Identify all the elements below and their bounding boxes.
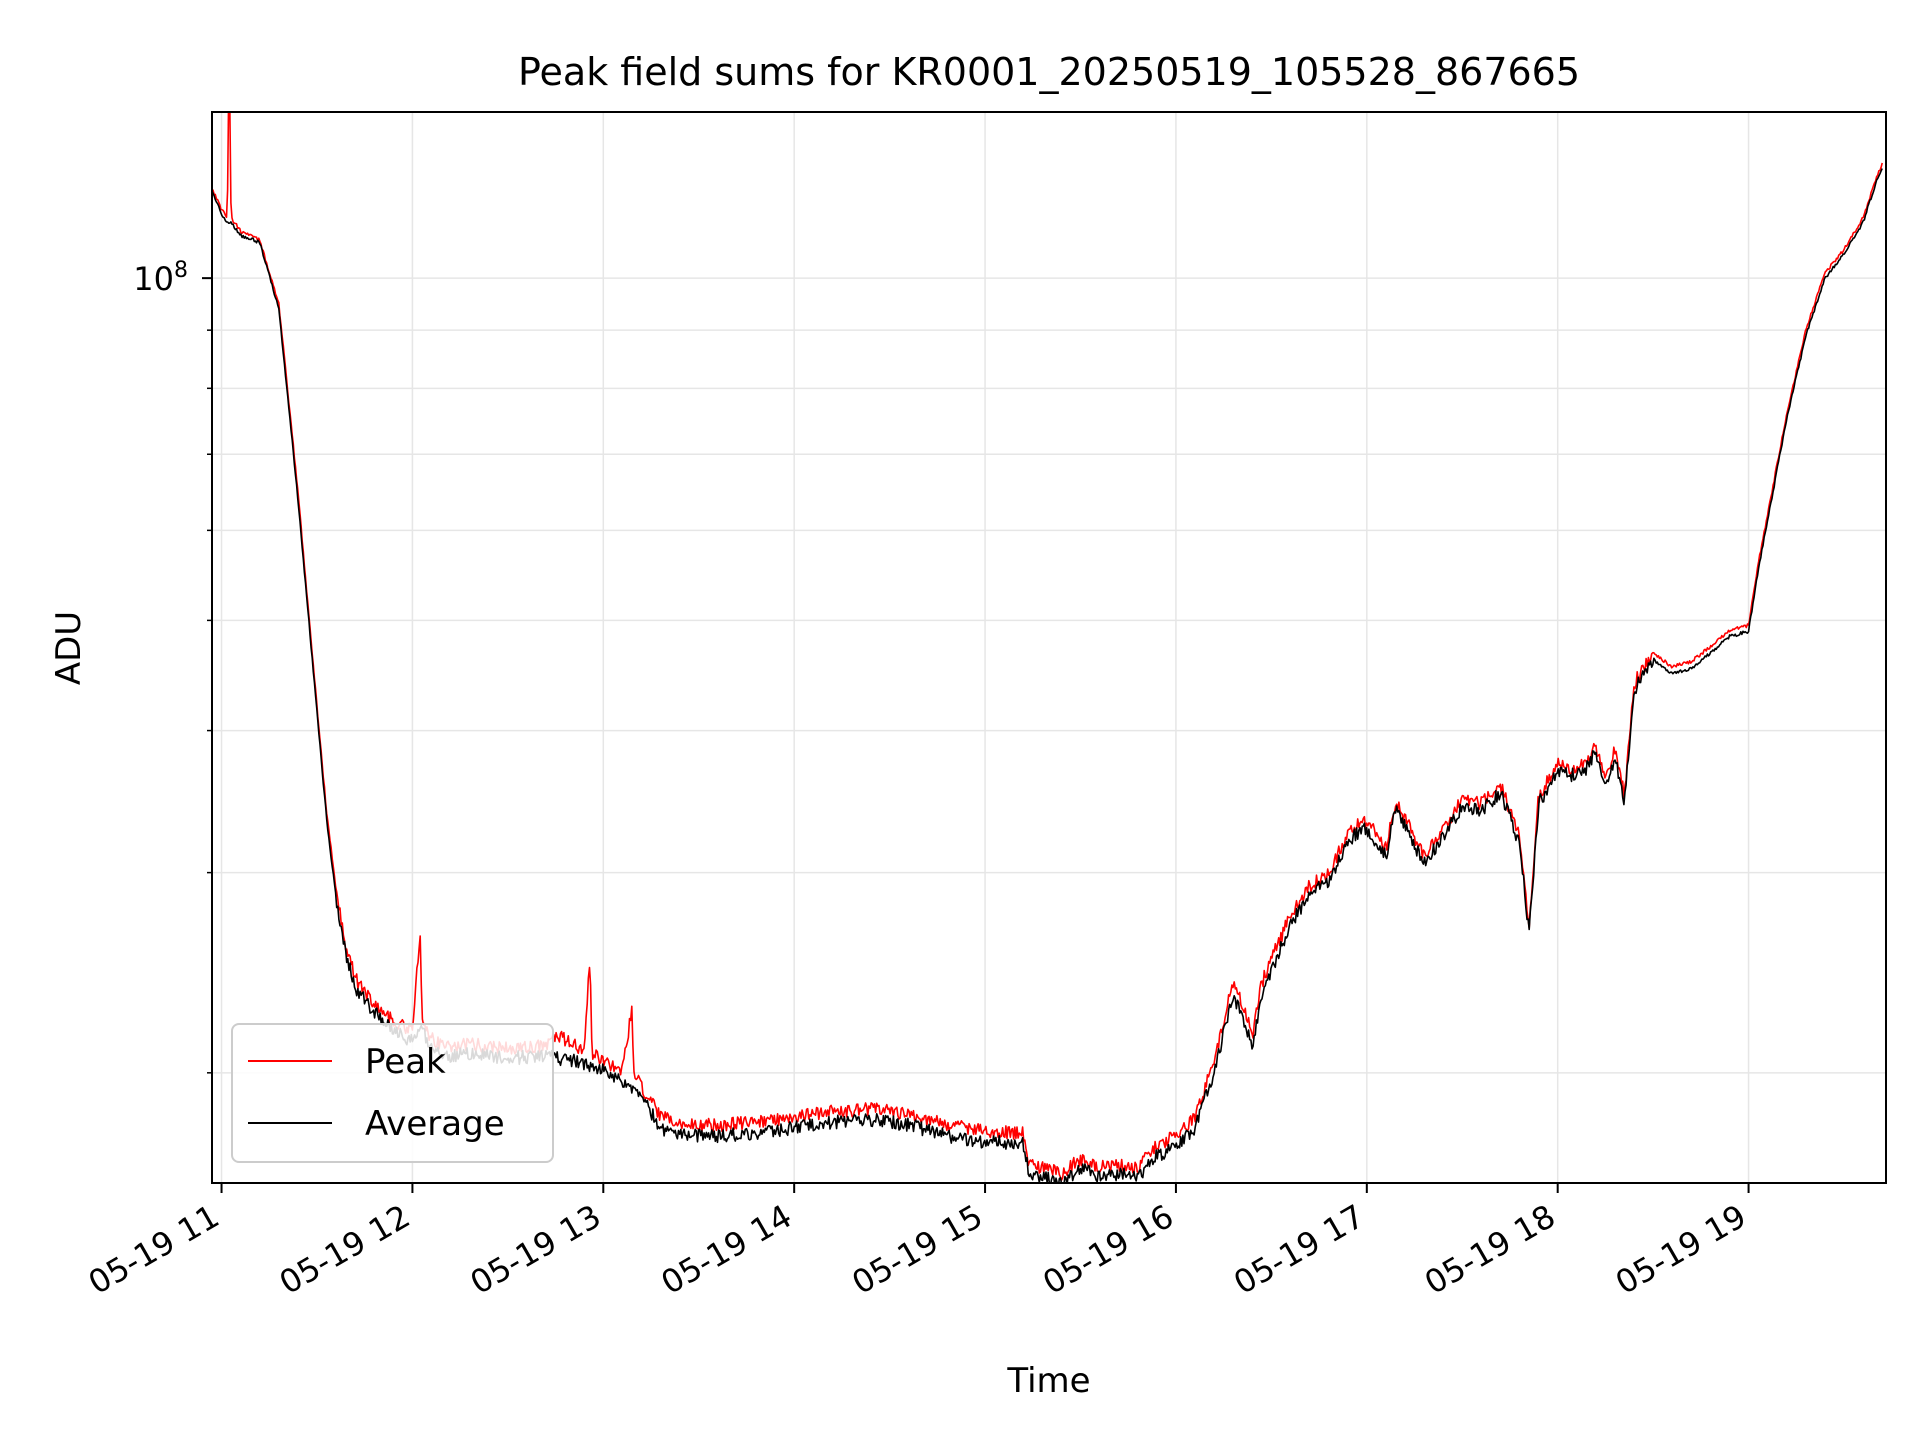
legend-label-peak: Peak bbox=[365, 1042, 446, 1082]
x-axis-label: Time bbox=[1006, 1361, 1090, 1401]
legend-label-average: Average bbox=[365, 1104, 505, 1144]
legend: Peak Average bbox=[231, 1023, 554, 1163]
y-axis-ticks: 108 bbox=[133, 258, 212, 1074]
chart-title: Peak field sums for KR0001_20250519_1055… bbox=[518, 50, 1580, 94]
y-tick-label: 108 bbox=[133, 258, 188, 298]
grid bbox=[212, 112, 1886, 1183]
y-axis-label: ADU bbox=[49, 611, 89, 685]
plot-frame bbox=[211, 111, 1887, 1184]
legend-box bbox=[231, 1023, 554, 1163]
